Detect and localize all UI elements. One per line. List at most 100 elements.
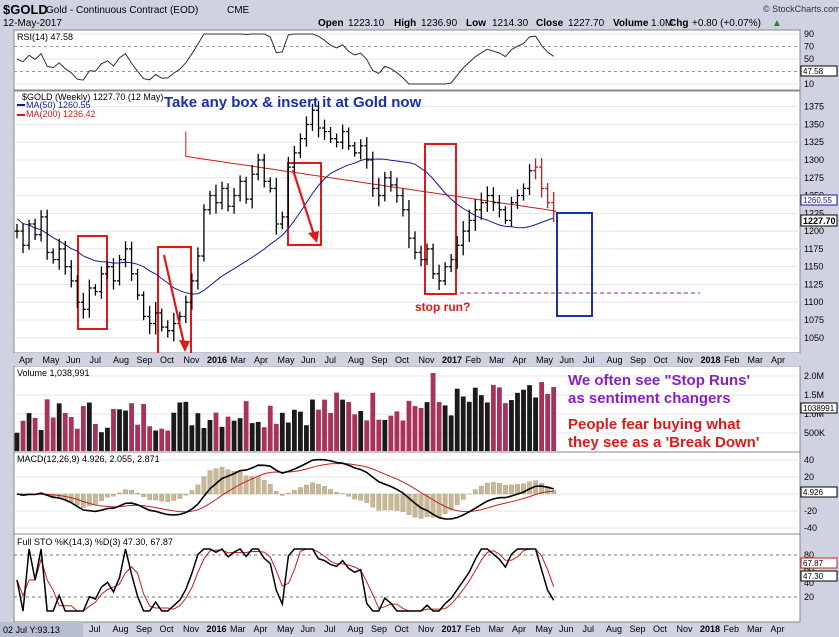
x-axis-bottom-label: Apr bbox=[771, 624, 785, 634]
volume-bar bbox=[159, 428, 165, 451]
volume-bar bbox=[322, 399, 327, 451]
macd-histogram-bar bbox=[430, 493, 436, 518]
price-panel bbox=[13, 90, 801, 354]
price-bar bbox=[147, 305, 153, 335]
macd-histogram-bar bbox=[436, 493, 442, 518]
volume-bar bbox=[400, 420, 406, 451]
price-bar bbox=[237, 175, 243, 202]
price-bar bbox=[508, 196, 514, 227]
close-value-tag bbox=[800, 214, 838, 227]
volume-bar bbox=[86, 402, 92, 451]
price-bar bbox=[285, 156, 291, 228]
price-bar bbox=[80, 292, 86, 319]
symbol-label: $GOLD bbox=[3, 2, 48, 17]
price-bar bbox=[527, 164, 533, 195]
volume-bar bbox=[551, 387, 557, 451]
price-bar bbox=[334, 133, 340, 148]
volume-bar bbox=[255, 421, 261, 451]
volume-bar bbox=[394, 411, 400, 451]
volume-bar bbox=[74, 428, 80, 451]
volume-bar bbox=[424, 402, 430, 451]
price-bar bbox=[213, 184, 219, 214]
volume-bar bbox=[129, 403, 134, 451]
x-axis-label: Nov bbox=[677, 355, 694, 365]
x-axis-label: Sep bbox=[630, 355, 646, 365]
volume-bar bbox=[334, 392, 339, 451]
x-axis-bottom-labels: Jul Aug Sep Oct Nov 2016 Mar Apr May Jun Jul Aug Sep… bbox=[89, 624, 785, 634]
price-tick-label: 1350 bbox=[804, 119, 824, 129]
x-axis-label: Jul bbox=[325, 355, 337, 365]
x-axis-label: Nov bbox=[184, 355, 201, 365]
macd-tick-label: -20 bbox=[804, 506, 817, 516]
price-bar bbox=[243, 176, 249, 204]
volume-bar bbox=[370, 392, 376, 451]
volume-bar bbox=[533, 397, 538, 451]
date-label: 12-May-2017 bbox=[3, 18, 62, 29]
x-axis-labels: Apr May Jun Jul Aug Sep Oct Nov 2016 Mar Apr May Jun… bbox=[19, 355, 785, 365]
price-tick-label: 1225 bbox=[804, 208, 824, 218]
volume-bar bbox=[509, 400, 514, 451]
up-arrow-icon: ▲ bbox=[772, 18, 782, 29]
x-axis-bottom-label: Jul bbox=[324, 624, 336, 634]
macd-histogram-bar bbox=[261, 479, 267, 495]
x-axis-label: Apr bbox=[254, 355, 268, 365]
price-tick-label: 1150 bbox=[804, 262, 823, 272]
volume-bar bbox=[219, 426, 225, 451]
macd-histogram-bar bbox=[322, 486, 327, 495]
x-axis-label: Jul bbox=[90, 355, 102, 365]
macd-histogram-bar bbox=[298, 487, 303, 495]
price-tick-label: 1375 bbox=[804, 102, 824, 112]
volume-bar bbox=[358, 411, 364, 451]
price-bar bbox=[279, 211, 285, 230]
ma200-label: MA(200) 1236.42 bbox=[26, 109, 96, 119]
price-tick-label: 1200 bbox=[804, 226, 824, 236]
price-bar bbox=[14, 223, 20, 239]
macd-histogram-bar bbox=[243, 475, 249, 495]
x-axis-label: May bbox=[43, 355, 61, 365]
volume-bar bbox=[123, 410, 128, 451]
ma50-line bbox=[16, 158, 554, 295]
macd-histogram-bar bbox=[153, 493, 159, 501]
close-label: Close bbox=[536, 18, 564, 29]
price-bar bbox=[62, 240, 68, 275]
volume-bar bbox=[273, 423, 279, 451]
x-axis-label: Oct bbox=[654, 355, 669, 365]
macd-histogram-bar bbox=[358, 493, 364, 501]
price-bar bbox=[436, 264, 442, 291]
volume-bar bbox=[189, 425, 195, 451]
x-axis-bottom-label: Mar bbox=[489, 624, 505, 634]
volume-bar bbox=[92, 424, 98, 451]
price-bar bbox=[430, 243, 436, 280]
price-bar bbox=[297, 133, 303, 159]
price-bar bbox=[545, 182, 551, 209]
volume-bar bbox=[171, 412, 177, 451]
close-value: 1227.70 bbox=[568, 18, 605, 29]
volume-bar bbox=[442, 405, 448, 451]
arrow-1 bbox=[162, 254, 187, 349]
macd-histogram-bar bbox=[201, 476, 207, 495]
rsi-tick-label: 10 bbox=[804, 79, 814, 89]
volume-bar bbox=[279, 412, 285, 451]
rsi-value-tag-text: 47.58 bbox=[803, 67, 824, 76]
volume-bar bbox=[364, 420, 370, 451]
x-axis-bottom-label: Oct bbox=[395, 624, 410, 634]
ma50-value-tag bbox=[800, 194, 838, 206]
volume-bar bbox=[153, 430, 159, 451]
price-bar bbox=[322, 119, 328, 140]
x-axis-label: Apr bbox=[771, 355, 785, 365]
x-axis-bottom-label: 2017 bbox=[442, 624, 462, 634]
volume-bar bbox=[183, 401, 189, 451]
macd-histogram-bar bbox=[484, 482, 490, 495]
price-bar bbox=[38, 210, 44, 242]
sto-panel-label: Full STO %K(14,3) %D(3) 47.30, 67.87 bbox=[17, 537, 173, 547]
volume-bar bbox=[231, 420, 237, 451]
volume-bar bbox=[436, 402, 442, 451]
volume-bar bbox=[249, 423, 255, 451]
price-bar bbox=[165, 320, 171, 338]
price-bar bbox=[412, 231, 418, 260]
rsi-panel bbox=[13, 29, 801, 91]
volume-label: Volume bbox=[613, 18, 649, 29]
x-axis-bottom-label: Jun bbox=[301, 624, 316, 634]
macd-histogram-bar bbox=[111, 493, 116, 497]
price-bar bbox=[521, 183, 527, 201]
